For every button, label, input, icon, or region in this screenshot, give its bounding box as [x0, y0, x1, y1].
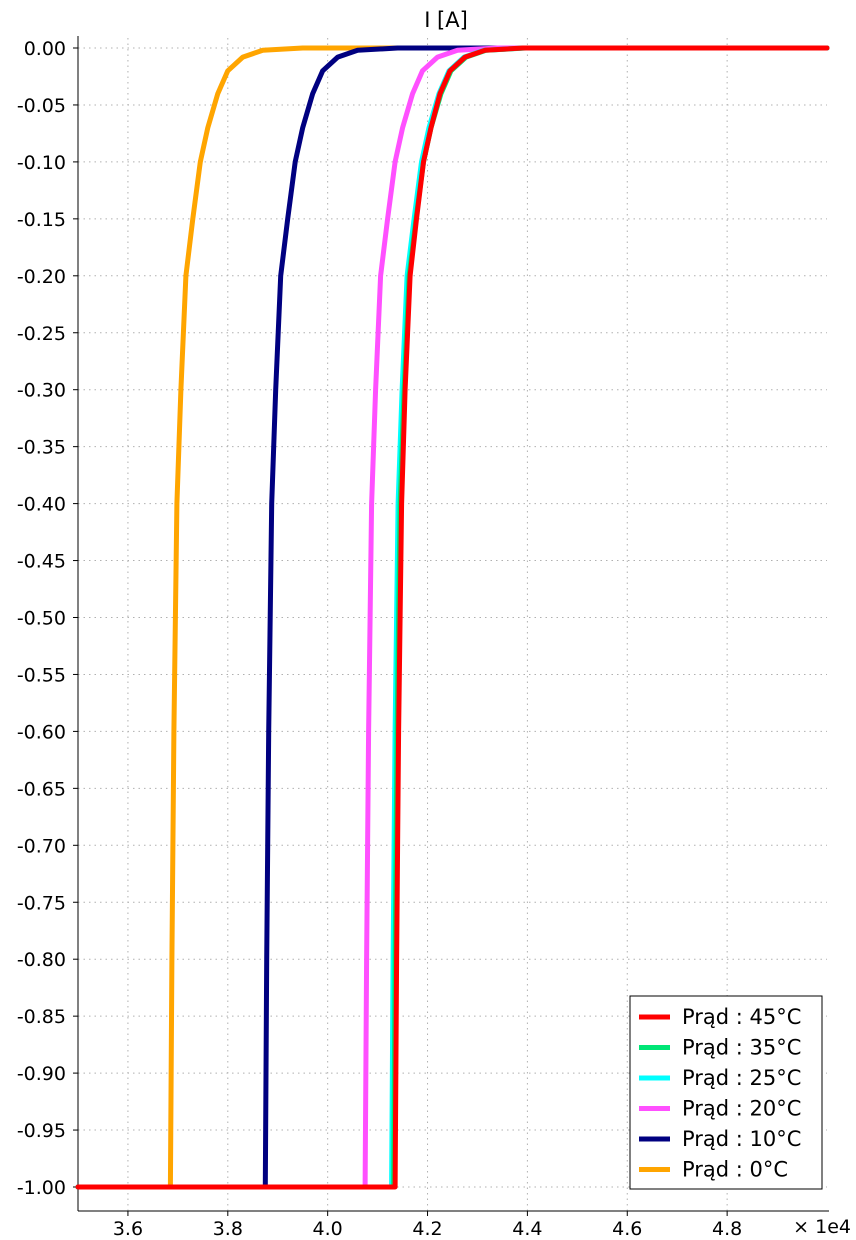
x-tick-label: 4.2 — [412, 1218, 442, 1240]
grid — [78, 38, 827, 1211]
series-line — [75, 45, 830, 1190]
y-tick-label: -0.55 — [17, 664, 66, 686]
y-tick-label: -0.70 — [17, 835, 66, 857]
y-tick-label: -1.00 — [17, 1177, 66, 1199]
y-tick-label: -0.20 — [17, 266, 66, 288]
y-tick-label: -0.75 — [17, 892, 66, 914]
y-tick-label: -0.35 — [17, 437, 66, 459]
x-tick-label: 4.8 — [712, 1218, 742, 1240]
x-tick-label: 4.4 — [512, 1218, 542, 1240]
y-tick-label: -0.50 — [17, 608, 66, 630]
y-tick-label: -0.05 — [17, 95, 66, 117]
series-layer — [75, 45, 830, 1190]
legend-label: Prąd : 0°C — [682, 1158, 788, 1182]
y-tick-label: -0.90 — [17, 1063, 66, 1085]
y-tick-label: -0.15 — [17, 209, 66, 231]
legend-label: Prąd : 35°C — [682, 1036, 801, 1060]
series-line — [75, 45, 830, 1190]
legend-label: Prąd : 10°C — [682, 1127, 801, 1151]
y-tick-label: -0.45 — [17, 551, 66, 573]
x-axis-multiplier-label: × 1e4 — [793, 1216, 851, 1238]
y-tick-label: -0.60 — [17, 721, 66, 743]
y-tick-label: -0.85 — [17, 1006, 66, 1028]
legend: Prąd : 45°C Prąd : 35°C Prąd : 25°C Prąd : … — [629, 995, 823, 1190]
series-line — [75, 45, 830, 1190]
axes: 0.00 -0.05 -0.10 -0.15 -0.20 -0.25 -0.30 -0.35 -… — [17, 36, 829, 1240]
legend-label: Prąd : 25°C — [682, 1066, 801, 1090]
y-tick-label: -0.65 — [17, 778, 66, 800]
x-tick-label: 3.6 — [113, 1218, 143, 1240]
legend-box — [629, 995, 823, 1190]
y-tick-label: -0.10 — [17, 152, 66, 174]
y-tick-label: -0.25 — [17, 323, 66, 345]
y-tick-label: -0.95 — [17, 1120, 66, 1142]
y-tick-label: 0.00 — [24, 38, 66, 60]
x-tick-label: 3.8 — [213, 1218, 243, 1240]
x-tick-label: 4.6 — [612, 1218, 642, 1240]
series-line — [75, 45, 830, 1190]
chart-title: I [A] — [424, 8, 468, 32]
legend-label: Prąd : 45°C — [682, 1005, 801, 1029]
y-tick-label: -0.40 — [17, 494, 66, 516]
y-tick-label: -0.30 — [17, 380, 66, 402]
y-tick-label: -0.80 — [17, 949, 66, 971]
x-tick-label: 4.0 — [313, 1218, 343, 1240]
legend-label: Prąd : 20°C — [682, 1097, 801, 1121]
